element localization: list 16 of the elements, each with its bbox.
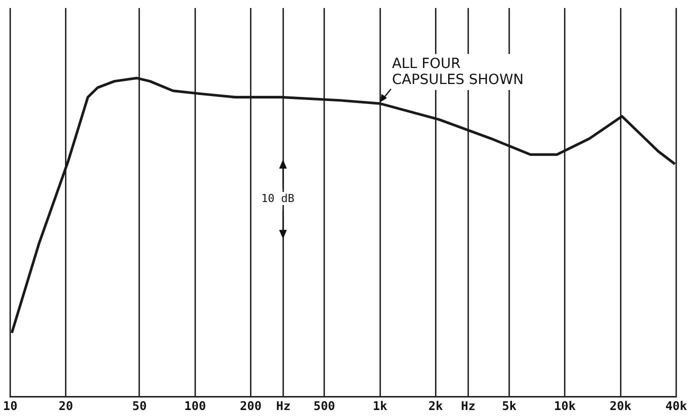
x-tick-label: 500: [313, 398, 336, 413]
x-tick-label: 200: [240, 398, 262, 413]
x-tick-label: 10: [3, 398, 18, 413]
x-tick-label: 2k: [428, 398, 444, 413]
annotation: 10 dB: [261, 192, 294, 206]
x-tick-label: 20k: [610, 398, 632, 413]
x-tick-label: 1k: [372, 398, 388, 413]
x-tick-label: 40k: [665, 398, 688, 413]
x-tick-label: Hz: [276, 398, 291, 413]
x-tick-label: 20: [58, 398, 74, 413]
x-tick-label: 100: [184, 398, 206, 413]
annotation: ALL FOUR CAPSULES SHOWN: [392, 56, 524, 88]
x-tick-label: Hz: [460, 398, 476, 413]
x-tick-label: 10k: [554, 398, 576, 413]
x-tick-label: 50: [132, 398, 147, 413]
x-tick-label: 5k: [502, 398, 518, 413]
